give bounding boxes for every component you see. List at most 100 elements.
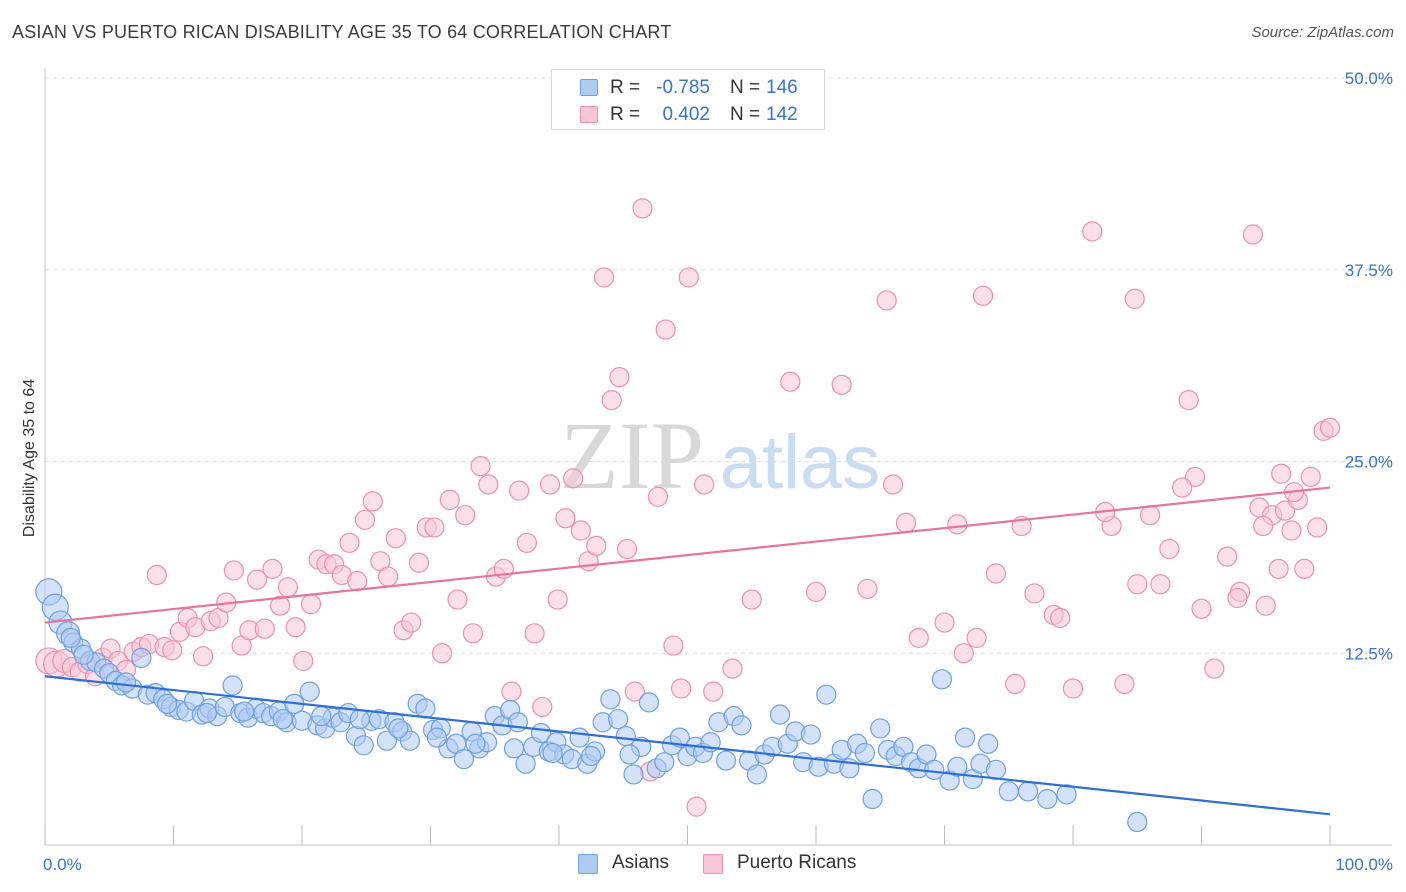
trend-lines xyxy=(44,486,1331,816)
data-point-puerto-ricans xyxy=(431,643,453,664)
data-point-asians xyxy=(234,701,255,722)
data-point-puerto-ricans xyxy=(1294,558,1315,579)
data-point-asians xyxy=(156,693,178,714)
data-point-puerto-ricans xyxy=(1319,417,1341,438)
data-point-asians xyxy=(353,735,374,756)
x-tick-label: 0.0% xyxy=(43,855,82,874)
data-point-asians xyxy=(654,752,675,773)
data-point-puerto-ricans xyxy=(601,390,622,411)
data-point-puerto-ricans xyxy=(617,538,638,560)
bottom-legend-swatch-asians xyxy=(578,854,598,874)
data-point-puerto-ricans xyxy=(524,623,545,644)
data-point-asians xyxy=(115,672,137,693)
data-point-puerto-ricans xyxy=(805,581,827,602)
data-point-puerto-ricans xyxy=(470,456,491,477)
data-point-puerto-ricans xyxy=(1114,673,1135,695)
data-point-puerto-ricans xyxy=(563,468,584,489)
data-point-puerto-ricans xyxy=(270,595,291,616)
data-point-puerto-ricans xyxy=(1217,546,1238,567)
series-puerto-ricans xyxy=(35,198,1341,817)
bottom-legend-label-puerto-ricans: Puerto Ricans xyxy=(737,852,857,873)
data-point-asians xyxy=(623,764,644,785)
data-point-puerto-ricans xyxy=(377,566,399,587)
data-point-asians xyxy=(978,733,999,754)
tick-labels: 12.5% 25.0% 37.5% 50.0% 0.0% 100.0% xyxy=(43,69,1393,874)
data-point-puerto-ricans xyxy=(1281,520,1302,541)
data-point-puerto-ricans xyxy=(424,517,445,538)
data-point-puerto-ricans xyxy=(593,267,615,288)
data-point-puerto-ricans xyxy=(1050,607,1071,629)
data-point-asians xyxy=(222,675,243,696)
data-point-asians xyxy=(731,715,752,736)
data-point-puerto-ricans xyxy=(1204,658,1225,679)
data-point-puerto-ricans xyxy=(1307,517,1328,538)
data-point-puerto-ricans xyxy=(1127,574,1148,595)
data-point-asians xyxy=(388,718,409,739)
data-point-puerto-ricans xyxy=(547,589,568,610)
data-point-puerto-ricans xyxy=(455,505,476,526)
data-point-puerto-ricans xyxy=(1300,466,1321,487)
data-point-puerto-ricans xyxy=(985,563,1007,584)
data-point-puerto-ricans xyxy=(192,646,214,667)
y-tick-label: 37.5% xyxy=(1345,261,1393,280)
data-point-asians xyxy=(854,742,875,764)
data-point-asians xyxy=(131,647,152,668)
data-point-asians xyxy=(669,727,690,748)
bottom-legend-label-asians: Asians xyxy=(612,852,670,873)
data-point-asians xyxy=(870,718,891,739)
data-point-asians xyxy=(399,730,421,751)
data-point-puerto-ricans xyxy=(972,285,994,306)
data-point-puerto-ricans xyxy=(1139,505,1161,526)
data-point-puerto-ricans xyxy=(354,509,376,530)
data-point-puerto-ricans xyxy=(277,577,298,598)
x-tick-label: 100.0% xyxy=(1335,855,1393,874)
data-point-puerto-ricans xyxy=(401,612,422,633)
data-point-puerto-ricans xyxy=(1242,224,1264,245)
chart-title: ASIAN VS PUERTO RICAN DISABILITY AGE 35 … xyxy=(12,22,672,42)
data-point-asians xyxy=(1037,788,1058,810)
data-point-puerto-ricans xyxy=(1268,558,1289,579)
data-point-puerto-ricans xyxy=(555,508,576,529)
data-point-puerto-ricans xyxy=(408,552,430,573)
data-point-puerto-ricans xyxy=(882,474,904,495)
data-point-puerto-ricans xyxy=(586,535,607,556)
data-point-puerto-ricans xyxy=(362,491,383,512)
data-point-asians xyxy=(638,692,660,713)
data-point-puerto-ricans xyxy=(655,319,676,340)
data-point-puerto-ricans xyxy=(609,367,630,388)
y-tick-label: 25.0% xyxy=(1345,453,1393,472)
data-point-puerto-ricans xyxy=(462,623,484,644)
legend-swatch-puerto-ricans xyxy=(580,106,598,123)
data-point-asians xyxy=(600,689,621,710)
data-point-asians xyxy=(503,738,525,759)
data-point-puerto-ricans xyxy=(246,569,268,590)
data-point-puerto-ricans xyxy=(516,532,537,553)
data-point-puerto-ricans xyxy=(1178,390,1199,411)
legend-n-label: N = xyxy=(730,104,761,125)
data-point-puerto-ricans xyxy=(1124,288,1145,309)
data-point-puerto-ricans xyxy=(703,681,724,702)
data-point-asians xyxy=(1127,811,1148,833)
data-point-asians xyxy=(931,669,953,690)
data-point-asians xyxy=(954,727,976,748)
data-point-asians xyxy=(60,627,81,649)
data-point-asians xyxy=(507,712,528,733)
data-point-puerto-ricans xyxy=(947,514,968,535)
legend-n-value-asians: 146 xyxy=(766,77,798,98)
data-point-asians xyxy=(816,684,837,705)
legend-n-value-puerto-ricans: 142 xyxy=(766,104,798,125)
data-point-puerto-ricans xyxy=(1082,221,1103,242)
data-point-puerto-ricans xyxy=(647,486,669,507)
data-point-asians xyxy=(746,764,767,785)
data-point-asians xyxy=(299,681,320,702)
legend-n-label: N = xyxy=(730,77,761,98)
legend-swatch-asians xyxy=(580,79,598,96)
data-point-puerto-ricans xyxy=(678,267,699,288)
data-point-puerto-ricans xyxy=(447,589,468,610)
data-point-asians xyxy=(272,709,293,730)
bottom-legend-swatch-puerto-ricans xyxy=(703,854,723,874)
data-point-puerto-ricans xyxy=(501,681,522,702)
data-point-puerto-ricans xyxy=(1005,673,1026,695)
data-point-asians xyxy=(1056,784,1077,805)
data-point-puerto-ricans xyxy=(741,589,762,610)
